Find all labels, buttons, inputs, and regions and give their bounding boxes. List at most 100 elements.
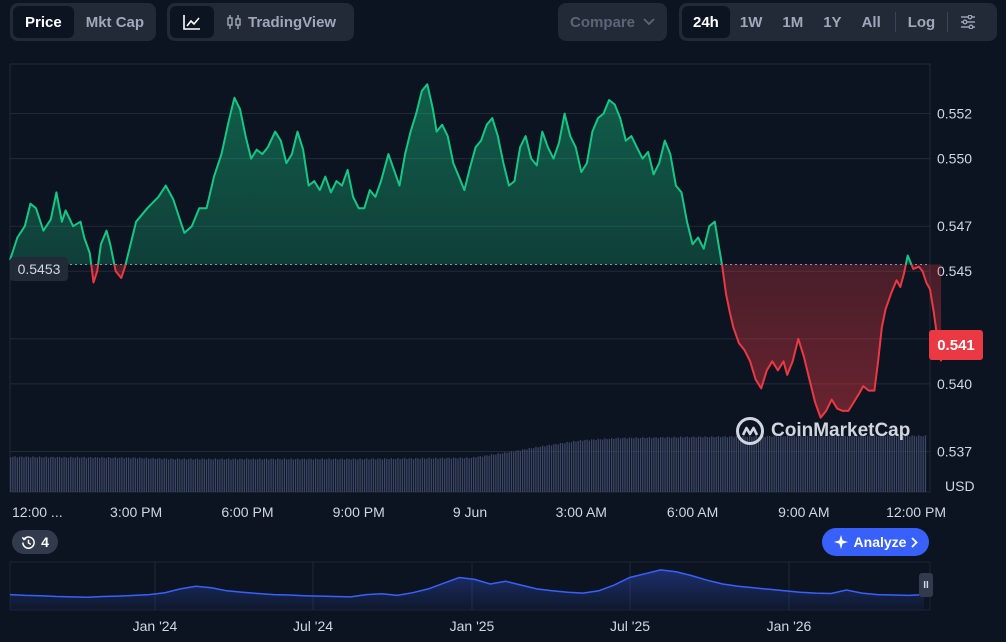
volume-bar [642,437,644,492]
volume-bar [321,458,323,492]
volume-bar [570,442,573,492]
volume-bar [301,458,303,492]
market-cap-tab[interactable]: Mkt Cap [85,13,145,31]
volume-bar [700,436,702,492]
volume-bar [172,458,174,492]
range-selector: 24h 1W 1M 1Y All Log [679,3,997,41]
price-area-up [10,84,942,265]
tradingview-label: TradingView [248,13,337,31]
volume-bar [205,459,208,492]
volume-bar [817,435,820,492]
volume-bar [920,436,922,492]
volume-bar [132,457,134,492]
volume-bar [664,438,666,492]
volume-bar [610,437,613,492]
range-24h[interactable]: 24h [682,6,730,38]
volume-bar [241,458,243,492]
volume-bar [559,442,562,492]
volume-bar [263,458,266,492]
volume-bar [192,459,194,492]
volume-bar [655,437,657,492]
y-tick-label: 0.537 [937,443,972,459]
volume-bar [497,453,499,492]
volume-bar [43,457,45,492]
volume-bar [608,438,611,492]
log-scale-toggle[interactable]: Log [907,13,936,31]
volume-bar [337,459,339,492]
volume-bar [838,435,840,492]
volume-bar [679,436,682,492]
volume-bar [152,457,154,492]
volume-bar [199,459,201,492]
volume-bar [14,456,16,492]
events-button[interactable]: 4 [12,530,58,554]
volume-bar [653,437,655,492]
volume-bar [737,436,740,492]
volume-bar [519,450,522,492]
volume-bar [891,436,893,492]
volume-bar [902,436,904,492]
volume-bar [671,437,673,492]
volume-bar [786,435,789,492]
volume-bar [740,437,742,492]
volume-bar [846,436,849,492]
volume-bar [272,458,274,492]
volume-bar [544,446,546,492]
volume-bar [130,458,132,492]
volume-bar [822,436,824,492]
volume-bar [780,435,782,492]
toolbar-divider [894,12,896,32]
volume-bar [283,458,286,492]
price-tab[interactable]: Price [13,6,74,38]
volume-bar [306,459,308,492]
volume-bar [225,458,228,492]
y-tick-label: 0.540 [937,376,972,392]
volume-bar [408,458,410,492]
range-1m[interactable]: 1M [782,13,804,31]
volume-bar [479,456,481,492]
volume-bar [760,436,762,492]
volume-bar [346,458,348,492]
volume-bar [401,458,404,492]
volume-bar [568,442,570,492]
chart-settings-button[interactable] [952,6,984,38]
volume-bar [390,458,392,492]
volume-bar [145,457,148,492]
volume-bar [379,458,381,492]
volume-bar [185,459,188,492]
volume-bar [797,435,800,492]
volume-bar [114,457,116,492]
volume-bar [833,436,835,492]
volume-bar [564,443,566,492]
volume-bar [399,459,401,492]
analyze-button[interactable]: Analyze [822,528,929,556]
volume-bar [281,459,283,492]
volume-bar [372,458,375,492]
volume-bar [684,437,686,492]
compare-label: Compare [569,13,636,31]
tradingview-button[interactable]: TradingView [214,6,348,38]
sliders-icon [961,15,976,29]
volume-bar [766,435,769,492]
line-chart-button[interactable] [170,6,214,38]
compare-dropdown[interactable]: Compare [558,3,667,41]
volume-bar [107,457,110,492]
volume-bar [869,435,871,492]
overview-tick-label: Jan '25 [450,618,495,634]
volume-bar [688,437,691,492]
volume-bar [261,459,263,492]
range-1w[interactable]: 1W [739,13,763,31]
volume-bar [116,458,119,492]
volume-bar [96,457,99,492]
overview-range-handle[interactable]: II [919,573,933,597]
range-all[interactable]: All [861,13,881,31]
volume-bar [866,435,869,492]
volume-bar [435,457,437,492]
volume-bar [773,435,775,492]
range-1y[interactable]: 1Y [823,13,842,31]
volume-bar [659,437,662,492]
volume-bar [274,459,277,492]
reference-price-label: 0.5453 [17,261,61,277]
volume-bar [637,437,639,492]
